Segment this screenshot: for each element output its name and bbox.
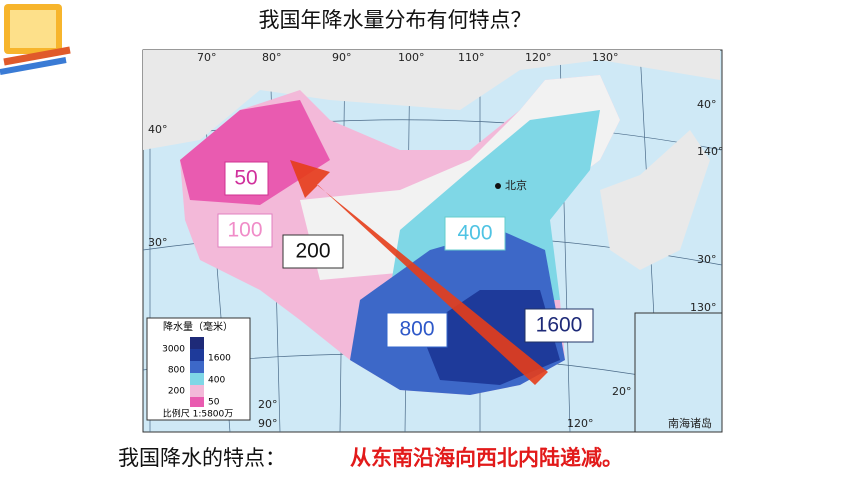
edge-label: 30° bbox=[697, 253, 717, 266]
footer-lead: 我国降水的特点： bbox=[118, 446, 286, 470]
lon-label: 100° bbox=[398, 51, 425, 64]
legend-level: 200 bbox=[168, 387, 185, 397]
legend-level: 800 bbox=[168, 366, 185, 376]
edge-label: 120° bbox=[567, 417, 594, 430]
lon-label: 120° bbox=[525, 51, 552, 64]
lon-label: 80° bbox=[262, 51, 282, 64]
edge-label: 90° bbox=[258, 417, 278, 430]
lon-label: 130° bbox=[592, 51, 619, 64]
lat-label: 40° bbox=[148, 123, 168, 136]
edge-label: 20° bbox=[612, 385, 632, 398]
lon-label: 70° bbox=[197, 51, 217, 64]
arrow bbox=[290, 160, 548, 385]
city-label: 北京 bbox=[505, 178, 527, 192]
title: 我国年降水量分布有何特点？ bbox=[259, 8, 532, 32]
footer-answer: 从东南沿海向西北内陆递减。 bbox=[350, 446, 623, 470]
lon-label: 110° bbox=[458, 51, 485, 64]
lat-label: 20° bbox=[258, 398, 278, 411]
zone-label: 50 bbox=[234, 167, 257, 190]
stationery-icon bbox=[0, 4, 71, 75]
legend-level: 3000 bbox=[162, 345, 185, 355]
scale: 比例尺 1:5800万 bbox=[163, 408, 234, 420]
zone-label: 1600 bbox=[536, 314, 583, 337]
lon-label: 90° bbox=[332, 51, 352, 64]
zone-label: 200 bbox=[295, 240, 330, 263]
legend-level: 400 bbox=[208, 376, 225, 386]
lat-label: 30° bbox=[148, 236, 168, 249]
zone-label: 800 bbox=[399, 318, 434, 341]
edge-label: 40° bbox=[697, 98, 717, 111]
legend-title: 降水量（毫米） bbox=[163, 320, 233, 333]
zone-label: 400 bbox=[457, 222, 492, 245]
legend: 降水量（毫米） 3000 1600 800 400 200 50 比例尺 1:5… bbox=[146, 317, 251, 421]
legend-level: 1600 bbox=[208, 354, 231, 364]
legend-level: 50 bbox=[208, 398, 220, 408]
map: 南海诸岛 北京 70° 80° 90° 100° 110° 120° 130° … bbox=[142, 49, 724, 433]
edge-label: 140° bbox=[697, 145, 724, 158]
zone-label: 100 bbox=[227, 219, 262, 242]
edge-label: 130° bbox=[690, 301, 717, 314]
inset-label: 南海诸岛 bbox=[668, 416, 712, 430]
